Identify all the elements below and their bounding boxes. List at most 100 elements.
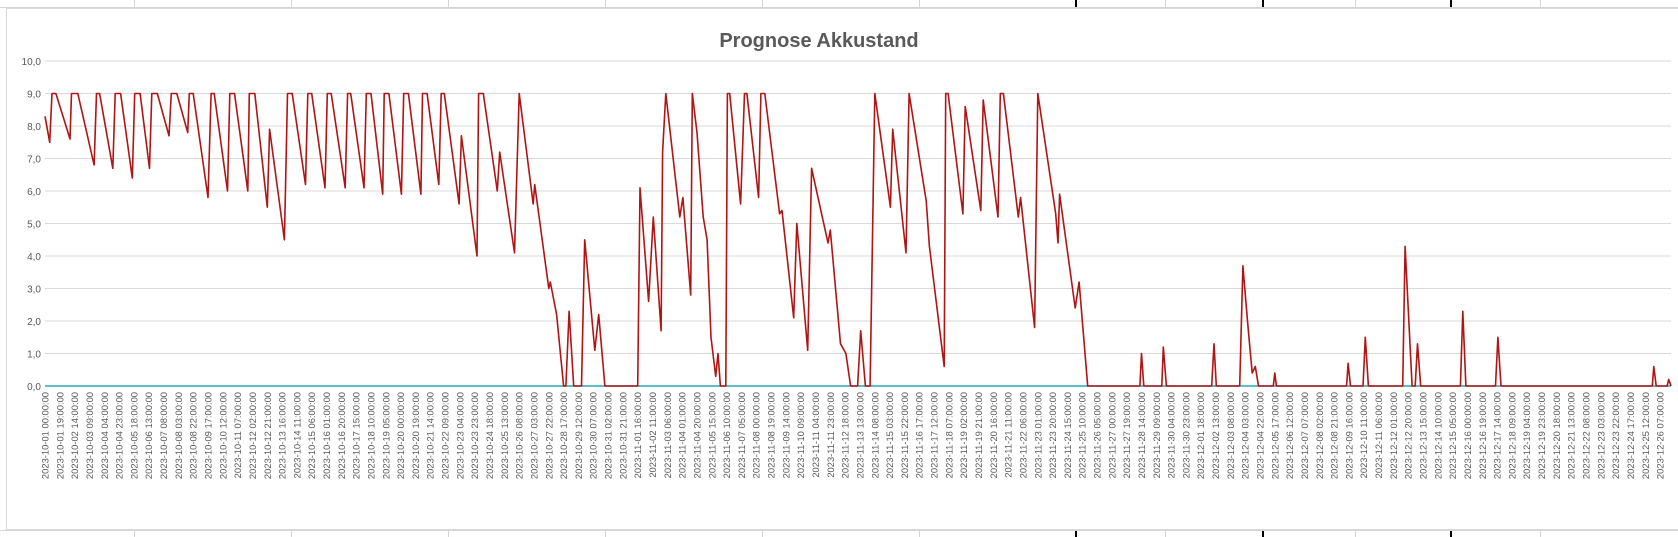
x-tick-label: 2023-10-20 19:00:00 [410,392,421,479]
x-tick-label: 2023-10-31 02:00:00 [603,392,614,479]
x-tick-label: 2023-12-25 12:00:00 [1640,392,1651,479]
x-tick-label: 2023-10-31 21:00:00 [617,392,628,479]
x-tick-label: 2023-11-11 23:00:00 [825,392,836,478]
x-tick-label: 2023-10-08 03:00:00 [173,392,184,479]
x-axis-tick-labels: 2023-10-01 00:00:00 2023-10-01 19:00:00 20… [40,392,1666,479]
x-tick-label: 2023-11-30 04:00:00 [1166,392,1177,478]
x-tick-label: 2023-11-28 14:00:00 [1136,392,1147,478]
x-tick-label: 2023-11-15 03:00:00 [884,392,895,478]
line-chart: Prognose Akkustand 10,0 9,0 8,0 7,0 6,0 5,0 4,… [22,30,1672,479]
y-tick-label: 0,0 [27,382,41,393]
x-tick-label: 2023-12-16 19:00:00 [1477,392,1488,479]
x-tick-label: 2023-10-30 07:00:00 [588,392,599,479]
sheet-row-line [0,530,1678,531]
x-tick-label: 2023-12-24 17:00:00 [1625,392,1636,479]
x-tick-label: 2023-10-12 21:00:00 [262,392,273,479]
x-tick-label: 2023-11-27 19:00:00 [1121,392,1132,478]
x-tick-label: 2023-11-10 09:00:00 [795,392,806,478]
x-tick-label: 2023-10-01 00:00:00 [40,392,51,479]
x-tick-label: 2023-10-23 04:00:00 [454,392,465,479]
x-tick-label: 2023-12-19 04:00:00 [1521,392,1532,479]
y-tick-label: 5,0 [27,220,41,231]
x-tick-label: 2023-12-01 18:00:00 [1195,392,1206,479]
x-tick-label: 2023-11-04 01:00:00 [677,392,688,478]
x-tick-label: 2023-12-09 16:00:00 [1343,392,1354,479]
x-tick-label: 2023-11-19 02:00:00 [958,392,969,478]
x-tick-label: 2023-10-16 01:00:00 [321,392,332,479]
x-tick-label: 2023-12-04 22:00:00 [1255,392,1266,479]
x-tick-label: 2023-10-12 02:00:00 [247,392,258,479]
y-tick-label: 10,0 [22,57,42,68]
x-tick-label: 2023-10-09 17:00:00 [202,392,213,479]
x-tick-label: 2023-12-15 05:00:00 [1447,392,1458,479]
x-tick-label: 2023-10-21 14:00:00 [425,392,436,479]
x-tick-label: 2023-12-10 11:00:00 [1358,392,1369,478]
x-tick-label: 2023-11-02 11:00:00 [647,392,658,478]
x-tick-label: 2023-11-14 08:00:00 [869,392,880,478]
y-tick-label: 8,0 [27,122,41,133]
x-tick-label: 2023-10-20 00:00:00 [395,392,406,479]
x-tick-label: 2023-10-14 11:00:00 [291,392,302,478]
x-tick-label: 2023-12-07 07:00:00 [1299,392,1310,479]
x-tick-label: 2023-11-03 06:00:00 [662,392,673,478]
x-tick-label: 2023-11-08 00:00:00 [751,392,762,478]
x-tick-label: 2023-11-25 10:00:00 [1077,392,1088,478]
x-tick-label: 2023-10-19 05:00:00 [380,392,391,479]
x-tick-label: 2023-11-04 20:00:00 [691,392,702,478]
x-tick-label: 2023-11-21 11:00:00 [1003,392,1014,478]
x-tick-label: 2023-11-12 18:00:00 [840,392,851,478]
x-tick-label: 2023-11-26 05:00:00 [1092,392,1103,478]
x-tick-label: 2023-10-05 18:00:00 [128,392,139,479]
y-tick-label: 7,0 [27,155,41,166]
x-tick-label: 2023-10-23 23:00:00 [469,392,480,479]
x-tick-label: 2023-11-01 16:00:00 [632,392,643,478]
x-tick-label: 2023-11-09 14:00:00 [780,392,791,478]
y-tick-label: 2,0 [27,317,41,328]
x-tick-label: 2023-12-08 02:00:00 [1314,392,1325,479]
x-tick-label: 2023-12-11 06:00:00 [1373,392,1384,478]
x-tick-label: 2023-12-26 07:00:00 [1655,392,1666,479]
x-tick-label: 2023-10-22 09:00:00 [440,392,451,479]
x-tick-label: 2023-12-22 08:00:00 [1580,392,1591,479]
y-tick-label: 9,0 [27,90,41,101]
x-tick-label: 2023-11-16 17:00:00 [914,392,925,478]
y-tick-label: 4,0 [27,252,41,263]
y-axis-tick-labels: 10,0 9,0 8,0 7,0 6,0 5,0 4,0 3,0 2,0 1,0 0,0 [22,57,42,393]
y-tick-label: 6,0 [27,187,41,198]
x-tick-label: 2023-11-06 10:00:00 [721,392,732,478]
y-tick-label: 1,0 [27,350,41,361]
x-tick-label: 2023-11-29 09:00:00 [1151,392,1162,478]
x-tick-label: 2023-12-17 14:00:00 [1492,392,1503,479]
x-tick-label: 2023-12-20 18:00:00 [1551,392,1562,479]
x-tick-label: 2023-10-11 07:00:00 [232,392,243,478]
x-tick-label: 2023-12-14 10:00:00 [1432,392,1443,479]
series-line-battery [44,92,1672,387]
x-tick-label: 2023-11-05 15:00:00 [706,392,717,478]
x-tick-label: 2023-12-03 08:00:00 [1225,392,1236,479]
x-tick-label: 2023-10-04 23:00:00 [114,392,125,479]
x-tick-label: 2023-12-04 03:00:00 [1240,392,1251,479]
chart-title: Prognose Akkustand [719,30,918,52]
x-tick-label: 2023-10-07 08:00:00 [158,392,169,479]
x-tick-label: 2023-12-05 17:00:00 [1269,392,1280,479]
gridlines [45,60,1671,387]
x-tick-label: 2023-12-16 00:00:00 [1462,392,1473,479]
x-tick-label: 2023-10-28 17:00:00 [558,392,569,479]
x-tick-label: 2023-11-11 04:00:00 [810,392,821,478]
x-tick-label: 2023-12-12 01:00:00 [1388,392,1399,479]
x-tick-label: 2023-11-17 12:00:00 [929,392,940,478]
x-tick-label: 2023-10-27 03:00:00 [528,392,539,479]
x-tick-label: 2023-10-18 10:00:00 [365,392,376,479]
x-tick-label: 2023-12-08 21:00:00 [1329,392,1340,479]
x-tick-label: 2023-12-23 03:00:00 [1595,392,1606,479]
x-tick-label: 2023-12-19 23:00:00 [1536,392,1547,479]
x-tick-label: 2023-12-12 20:00:00 [1403,392,1414,479]
x-tick-label: 2023-10-29 12:00:00 [573,392,584,479]
x-tick-label: 2023-10-03 09:00:00 [84,392,95,479]
chart-area[interactable]: Prognose Akkustand 10,0 9,0 8,0 7,0 6,0 5,0 4,… [6,8,1678,530]
x-tick-label: 2023-10-25 13:00:00 [499,392,510,479]
x-tick-label: 2023-12-21 13:00:00 [1566,392,1577,479]
x-tick-label: 2023-10-02 14:00:00 [69,392,80,479]
x-tick-label: 2023-10-24 18:00:00 [484,392,495,479]
x-tick-label: 2023-11-15 22:00:00 [899,392,910,478]
